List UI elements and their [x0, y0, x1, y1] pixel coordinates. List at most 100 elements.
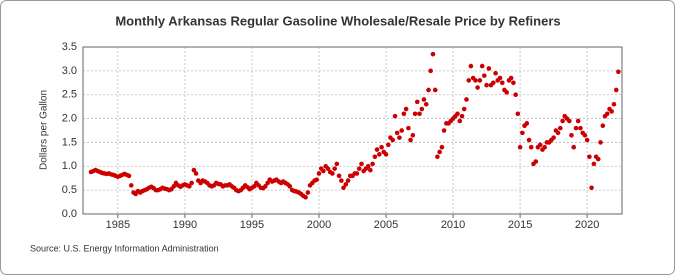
- y-tick-label: 2.0: [62, 112, 77, 124]
- y-tick-label: 1.0: [62, 160, 77, 172]
- data-point: [356, 166, 362, 171]
- source-note: Source: U.S. Energy Information Administ…: [30, 243, 219, 253]
- data-point: [403, 106, 409, 112]
- data-point: [397, 135, 402, 140]
- x-tick-label: 2010: [441, 219, 465, 231]
- data-point: [336, 173, 342, 179]
- data-point: [334, 161, 340, 167]
- data-point: [430, 51, 436, 57]
- data-point: [339, 178, 344, 183]
- data-point: [587, 154, 592, 160]
- data-point: [287, 184, 293, 189]
- data-point: [569, 132, 574, 138]
- data-point: [504, 90, 509, 95]
- y-tick-label: 0.0: [62, 208, 77, 220]
- data-point: [251, 184, 257, 189]
- data-point: [189, 180, 194, 186]
- data-point: [408, 137, 413, 143]
- data-point: [575, 118, 581, 124]
- data-point: [567, 118, 572, 124]
- data-point: [558, 125, 563, 131]
- data-point: [191, 167, 197, 173]
- data-point: [394, 130, 400, 136]
- x-tick-label: 1995: [240, 219, 264, 231]
- y-axis-label: Dollars per Gallon: [39, 90, 50, 170]
- data-point: [455, 111, 460, 117]
- data-point: [412, 111, 418, 117]
- data-point: [439, 144, 445, 150]
- data-point: [332, 166, 337, 171]
- data-point: [499, 80, 505, 86]
- data-point: [513, 92, 518, 98]
- data-point: [435, 154, 440, 160]
- data-point: [533, 159, 539, 164]
- data-point: [341, 185, 346, 191]
- data-point: [537, 142, 543, 148]
- x-tick-label: 2005: [374, 219, 398, 231]
- data-point: [441, 128, 447, 133]
- x-tick-label: 1985: [106, 219, 130, 231]
- y-tick-label: 2.5: [62, 89, 77, 101]
- data-point: [410, 132, 416, 138]
- x-tick-label: 2020: [575, 219, 599, 231]
- data-point: [493, 70, 498, 76]
- data-point: [473, 78, 478, 83]
- x-tick-label: 2015: [508, 219, 532, 231]
- data-point: [383, 152, 389, 157]
- data-point: [497, 75, 503, 81]
- data-point: [345, 178, 351, 183]
- data-point: [515, 111, 521, 117]
- data-point: [475, 85, 480, 90]
- data-point: [423, 101, 429, 107]
- data-point: [368, 167, 373, 173]
- data-point: [464, 97, 469, 102]
- data-point: [377, 152, 382, 157]
- data-point: [303, 195, 308, 200]
- data-point: [406, 125, 411, 131]
- data-point: [584, 137, 590, 143]
- y-tick-label: 1.5: [62, 136, 77, 148]
- data-point: [524, 121, 530, 126]
- data-point: [372, 154, 378, 160]
- data-point: [330, 171, 335, 176]
- data-point: [390, 137, 396, 143]
- data-point: [551, 135, 556, 140]
- data-point: [193, 171, 199, 176]
- data-point: [417, 111, 422, 117]
- data-point: [426, 87, 431, 93]
- data-point: [459, 113, 465, 119]
- data-point: [598, 140, 603, 145]
- data-point: [457, 118, 463, 124]
- chart-title: Monthly Arkansas Regular Gasoline Wholes…: [115, 13, 560, 28]
- data-point: [520, 130, 525, 136]
- data-point: [477, 78, 483, 83]
- data-point: [421, 97, 427, 102]
- data-point: [401, 111, 407, 117]
- data-point: [316, 171, 322, 176]
- data-point: [428, 68, 433, 74]
- data-point: [589, 185, 594, 191]
- data-point: [126, 173, 132, 179]
- data-point: [517, 144, 523, 150]
- data-point: [526, 137, 532, 143]
- data-point: [354, 171, 360, 176]
- data-point: [419, 106, 425, 112]
- data-point: [399, 128, 405, 133]
- data-point: [595, 156, 601, 162]
- data-point: [365, 163, 371, 169]
- data-point: [560, 118, 565, 124]
- data-point: [461, 106, 467, 112]
- data-point: [187, 184, 192, 189]
- data-point: [466, 78, 472, 83]
- data-point: [437, 149, 442, 155]
- data-point: [385, 142, 391, 148]
- data-point: [263, 184, 268, 189]
- plot-area: [82, 46, 623, 215]
- data-point: [600, 123, 606, 129]
- data-point: [314, 177, 320, 182]
- data-point: [578, 125, 583, 131]
- data-point: [370, 161, 375, 167]
- data-point: [528, 144, 534, 150]
